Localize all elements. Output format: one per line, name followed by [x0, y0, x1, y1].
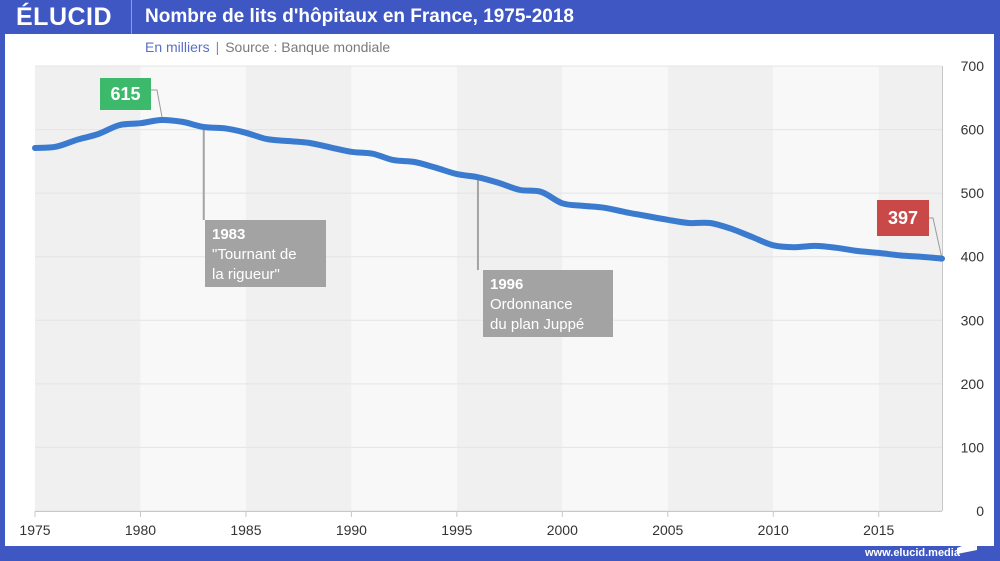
event-box-1996	[483, 270, 613, 337]
min-value-badge	[877, 200, 929, 236]
y-axis-ticks: 0 100 200 300 400 500 600 700	[961, 58, 985, 519]
x-tick-label: 2015	[863, 522, 894, 538]
band-2010	[773, 66, 879, 511]
y-tick-label: 300	[961, 312, 985, 328]
band-2005	[667, 66, 774, 511]
x-tick-label: 1975	[19, 522, 50, 538]
max-value-label: 615	[110, 84, 140, 104]
axes	[35, 66, 943, 512]
band-1975	[35, 66, 141, 511]
event-text-line1: Ordonnance	[490, 296, 573, 313]
x-tick-label: 1980	[125, 522, 156, 538]
annotation-leaders	[151, 89, 943, 270]
chart-subtitle: En milliers | Source : Banque mondiale	[145, 38, 390, 56]
y-tick-label: 400	[961, 249, 985, 265]
x-tick-label: 2000	[547, 522, 578, 538]
y-tick-label: 500	[961, 185, 985, 201]
x-tick-label: 1995	[441, 522, 472, 538]
event-year: 1983	[212, 226, 245, 243]
max-label-leader	[151, 89, 164, 121]
band-2015	[878, 66, 942, 511]
y-tick-label: 0	[976, 503, 984, 519]
min-value-label: 397	[888, 208, 918, 228]
source-label: Source : Banque mondiale	[225, 39, 391, 55]
series-line-hospital-beds	[32, 116, 945, 262]
chart-title: Nombre de lits d'hôpitaux en France, 197…	[145, 6, 574, 27]
x-tick-label: 1990	[336, 522, 367, 538]
event-text-line2: la rigueur"	[212, 266, 280, 283]
footer-url[interactable]: www.elucid.media	[865, 547, 960, 559]
event-year: 1996	[490, 276, 523, 293]
background-bands	[35, 66, 942, 511]
y-tick-label: 600	[961, 122, 985, 138]
y-tick-label: 200	[961, 376, 985, 392]
y-tick-label: 100	[961, 439, 985, 455]
min-label-leader	[929, 217, 943, 259]
x-tick-label: 1985	[230, 522, 261, 538]
elucid-logo: ÉLUCID	[16, 3, 113, 31]
annotations: 615 1983 "Tournant de la rigueur" 1996 Ordonn…	[100, 78, 929, 337]
y-tick-label: 700	[961, 58, 985, 74]
x-tick-label: 2010	[758, 522, 789, 538]
event-text-line2: du plan Juppé	[490, 316, 584, 333]
elucid-wedge-icon	[957, 540, 977, 554]
band-1985	[245, 66, 352, 511]
unit-label: En milliers	[145, 39, 210, 55]
x-axis-ticks: 1975 1980 1985 1990 1995 2000 2005 2010 2015	[19, 511, 895, 538]
event-box-1983	[205, 220, 326, 287]
max-value-badge	[100, 78, 151, 110]
subtitle-separator: |	[215, 39, 220, 55]
band-1990	[351, 66, 457, 511]
event-text-line1: "Tournant de	[212, 246, 297, 263]
header: ÉLUCID Nombre de lits d'hôpitaux en Fran…	[0, 0, 1000, 34]
header-divider	[131, 0, 132, 34]
band-1980	[140, 66, 246, 511]
x-tick-label: 2005	[652, 522, 683, 538]
